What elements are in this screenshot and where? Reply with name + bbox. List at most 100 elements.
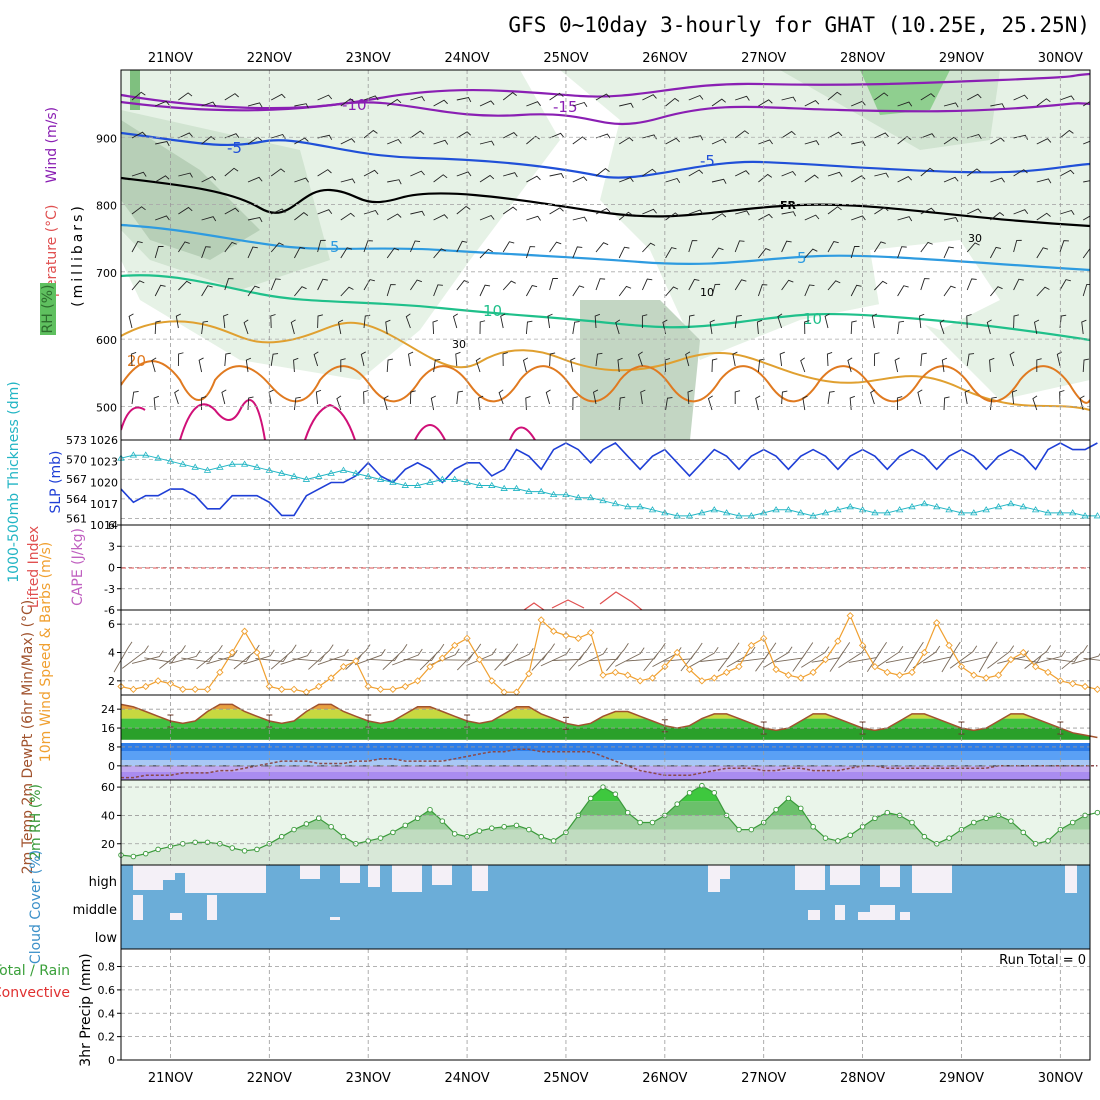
wind-barb [688, 94, 704, 101]
wind-barb [433, 248, 447, 259]
y-tick-label: 4 [108, 647, 115, 660]
wind-barb [155, 215, 170, 221]
y-tick-label: 0.8 [98, 961, 116, 974]
wind-barb [1083, 140, 1090, 145]
wind-barb [802, 395, 808, 411]
wind-barb-10m [774, 651, 807, 663]
wind-barb [779, 351, 785, 367]
wind-barb [294, 286, 307, 297]
slp-tick-label: 1014 [90, 519, 118, 532]
thickness-point [586, 493, 595, 501]
isotherm-label-20: 20 [127, 352, 146, 370]
wind-barb [270, 168, 286, 177]
precip-convective-label: Convective [0, 985, 70, 1001]
wind-barb [1059, 209, 1075, 215]
wind-barb [131, 240, 143, 253]
wind-barb [804, 174, 819, 183]
rh2m-point [1094, 809, 1100, 816]
wind-barb [640, 389, 646, 405]
wind-barb [174, 389, 180, 405]
thickness-point [500, 484, 508, 491]
chart-title: GFS 0~10day 3-hourly for GHAT (10.25E, 2… [508, 13, 1090, 37]
wind-barb [549, 241, 562, 253]
top-day-label: 24NOV [444, 51, 489, 66]
wind-barb [270, 242, 284, 253]
wind10m-point [179, 685, 187, 693]
wind-barb [637, 351, 643, 367]
wind-barb [711, 358, 718, 373]
wind-barb [781, 170, 797, 177]
wind-barb [387, 179, 402, 185]
wind-barb [526, 175, 541, 183]
wind-barb [943, 246, 954, 259]
rh-label-30a: 30 [968, 232, 982, 245]
wind-barb-10m [440, 653, 474, 661]
rh-legend-swatch [40, 283, 56, 335]
wind-barb [943, 216, 959, 223]
rh2m-point [513, 822, 520, 829]
wind-barb [383, 395, 389, 411]
wind-barb [941, 357, 948, 373]
wind10m-point [883, 668, 891, 676]
thickness-point [821, 509, 830, 516]
thickness-point [648, 506, 657, 513]
wind-barb [966, 93, 982, 101]
wind10m-point [216, 668, 224, 676]
upper-air-panel: -15 -10 -5 -5 FR 5 5 10 10 20 10 30 30 5… [40, 70, 1090, 440]
thickness-point [685, 512, 694, 519]
wind-barb [363, 279, 375, 291]
wind10m-point [203, 685, 212, 693]
wind-barb [781, 130, 796, 139]
wind-barb [734, 130, 750, 139]
wind-barb [1013, 94, 1029, 101]
wind-barb-10m [159, 645, 186, 669]
isotherms [121, 72, 1090, 440]
wind10m-point [1019, 648, 1027, 657]
wind-barb [615, 319, 621, 335]
top-day-label: 30NOV [1038, 51, 1083, 66]
wind-barb [617, 357, 623, 373]
bottom-day-label: 25NOV [543, 1071, 588, 1086]
wind10m-point [994, 671, 1003, 679]
wind-barb [340, 98, 355, 107]
wind-barb [594, 313, 601, 329]
wind-barb-10m [243, 649, 275, 665]
wind-barb [920, 133, 936, 139]
y-tick-label: 8 [108, 741, 115, 754]
wind-barb-10m [643, 642, 666, 672]
wind-barb-10m [1034, 650, 1066, 665]
bottom-day-label: 29NOV [939, 1071, 984, 1086]
wind-axis-label: Wind (m/s) [44, 107, 60, 183]
thickness-point [611, 499, 620, 507]
wind-barb [735, 210, 750, 216]
wind-barb [850, 246, 860, 259]
wind-barb-10m [392, 648, 423, 666]
wind-barb [547, 313, 553, 329]
wind-barb [711, 213, 727, 221]
wind-barb [572, 321, 580, 335]
wind-barb [827, 280, 841, 291]
wind-barb [433, 284, 443, 297]
wind-barb [340, 138, 356, 145]
wind-barb [781, 96, 797, 102]
wind-barb [131, 206, 146, 215]
rh2m-point [340, 833, 347, 840]
top-day-label: 27NOV [741, 51, 786, 66]
temperature-color-bands [121, 743, 1090, 780]
wind-barb [545, 389, 551, 405]
wind-barb [758, 139, 773, 145]
upper-air-rh-shading [121, 70, 1090, 440]
wind-barb-10m [763, 646, 793, 668]
wind-barb [410, 170, 425, 177]
wind-barb-10m [144, 655, 177, 663]
thickness-point [142, 451, 150, 458]
bottom-day-labels: 21NOV 22NOV 23NOV 24NOV 25NOV 26NOV 27NOV 28NOV… [148, 1071, 1083, 1086]
wind-barb [804, 140, 820, 146]
thickness-point [179, 460, 187, 467]
thickness-point [389, 478, 397, 485]
lifted-index-series [523, 591, 643, 611]
wind-barb [294, 177, 309, 183]
isotherm-label-5a: 5 [330, 238, 340, 256]
wind10m-point [129, 685, 137, 693]
thickness-point [1081, 512, 1089, 519]
